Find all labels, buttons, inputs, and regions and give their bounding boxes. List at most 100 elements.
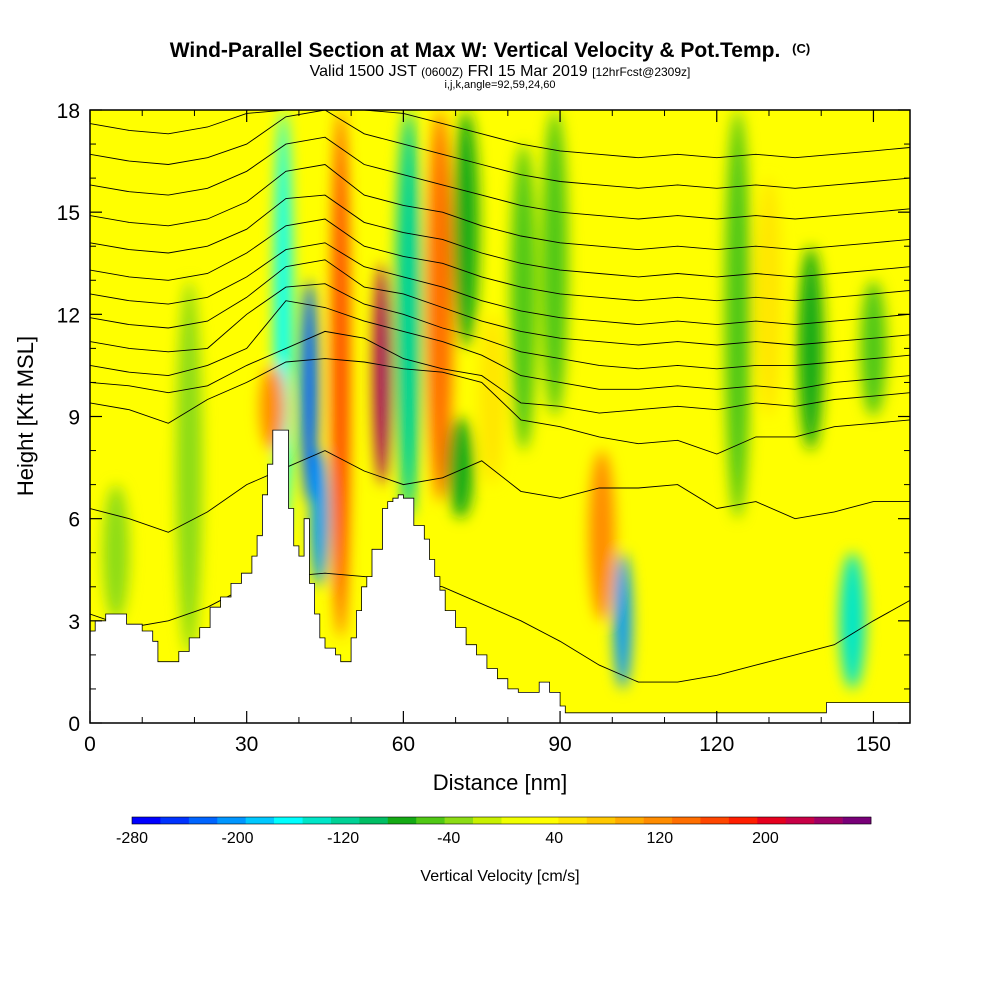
velocity-feature xyxy=(541,110,568,417)
colorbar-swatch xyxy=(160,817,190,824)
chart-title-mark: (C) xyxy=(792,41,810,56)
x-tick-label: 30 xyxy=(235,733,258,756)
colorbar-swatch xyxy=(672,817,701,824)
colorbar-swatch xyxy=(359,817,389,824)
y-tick-label: 0 xyxy=(68,713,80,736)
theta-contour-line xyxy=(90,110,910,189)
velocity-feature xyxy=(453,110,480,349)
x-tick-label: 90 xyxy=(548,733,571,756)
colorbar-tick-label: -200 xyxy=(222,830,254,847)
chart-subtitle: Valid 1500 JST (0600Z) FRI 15 Mar 2019 [… xyxy=(310,63,691,80)
colorbar-frame xyxy=(131,816,872,825)
colorbar-swatch xyxy=(643,817,673,824)
x-axis: 0 30 60 90 120 150 xyxy=(84,110,891,756)
velocity-feature xyxy=(479,314,506,485)
colorbar-swatch xyxy=(416,817,445,824)
velocity-feature xyxy=(860,280,887,417)
velocity-feature xyxy=(176,280,203,655)
y-tick-label: 15 xyxy=(57,202,80,225)
velocity-feature xyxy=(426,110,453,502)
x-tick-label: 120 xyxy=(699,733,734,756)
terrain-outline xyxy=(90,429,910,714)
colorbar-tick-label: 120 xyxy=(647,830,674,847)
theta-contour-line xyxy=(90,194,910,278)
colorbar-swatch xyxy=(245,817,275,824)
colorbar-tick-label: -280 xyxy=(116,830,148,847)
y-tick-label: 6 xyxy=(68,509,80,532)
velocity-feature xyxy=(331,110,350,638)
y-tick-label: 12 xyxy=(57,304,80,327)
plot-area xyxy=(90,110,910,723)
theta-contour-line xyxy=(90,300,910,390)
x-tick-label: 60 xyxy=(392,733,415,756)
terrain-mask xyxy=(90,430,910,723)
subtitle-date: FRI 15 Mar 2019 xyxy=(468,63,588,80)
colorbar-tick-labels: -280 -200 -120 -40 40 120 200 xyxy=(116,830,779,847)
theta-contour-line xyxy=(90,136,910,220)
colorbar-swatch xyxy=(558,817,588,824)
colorbar-swatch xyxy=(586,817,616,824)
x-tick-label: 0 xyxy=(84,733,96,756)
velocity-feature xyxy=(797,246,824,451)
colorbar-swatch xyxy=(501,817,531,824)
colorbar-swatch xyxy=(700,817,730,824)
colorbar-swatch xyxy=(132,817,161,824)
colorbar-swatch xyxy=(473,817,502,824)
y-tick-label: 3 xyxy=(68,611,80,634)
subtitle-forecast: [12hrFcst@2309z] xyxy=(592,65,690,79)
colorbar-swatch xyxy=(615,817,644,824)
colorbar-tick-label: -120 xyxy=(327,830,359,847)
colorbar-swatch xyxy=(302,817,332,824)
theta-contour-line xyxy=(90,242,910,326)
velocity-feature xyxy=(373,263,392,485)
velocity-feature xyxy=(755,178,782,417)
y-tick-label: 18 xyxy=(57,100,80,123)
theta-contour-line xyxy=(90,218,910,302)
colorbar-swatch xyxy=(217,817,246,824)
velocity-feature xyxy=(839,552,866,689)
colorbar-label: Vertical Velocity [cm/s] xyxy=(420,868,579,885)
theta-contour-line xyxy=(90,259,910,346)
theta-contour-line xyxy=(90,110,910,159)
colorbar-swatch xyxy=(757,817,787,824)
subtitle-utc: (0600Z) xyxy=(421,65,463,79)
velocity-feature xyxy=(129,110,156,451)
colorbar-swatch xyxy=(814,817,843,824)
velocity-feature xyxy=(259,365,286,451)
colorbar xyxy=(131,816,872,825)
velocity-feature xyxy=(103,484,130,621)
colorbar-swatch xyxy=(330,817,360,824)
theta-contour-line xyxy=(90,450,910,533)
colorbar-swatch xyxy=(728,817,758,824)
theta-contour-line xyxy=(90,330,910,414)
velocity-feature xyxy=(667,178,694,485)
colorbar-swatch xyxy=(274,817,303,824)
colorbar-swatch xyxy=(188,817,218,824)
colorbar-swatch xyxy=(387,817,417,824)
y-axis: 0 3 6 9 12 15 18 xyxy=(57,100,910,736)
x-axis-label: Distance [nm] xyxy=(433,770,568,795)
chart-title: Wind-Parallel Section at Max W: Vertical… xyxy=(170,39,810,62)
colorbar-tick-label: -40 xyxy=(437,830,460,847)
chart-title-text: Wind-Parallel Section at Max W: Vertical… xyxy=(170,39,781,62)
index-line: i,j,k,angle=92,59,24,60 xyxy=(444,79,555,91)
velocity-feature xyxy=(724,110,751,519)
colorbar-swatch xyxy=(785,817,815,824)
y-tick-label: 9 xyxy=(68,407,80,430)
velocity-feature xyxy=(300,280,319,502)
velocity-feature xyxy=(613,552,632,689)
theta-contours xyxy=(90,110,910,683)
theta-contour-line xyxy=(90,283,910,370)
velocity-feature xyxy=(588,450,615,621)
colorbar-swatch xyxy=(842,817,872,824)
theta-contour-line xyxy=(90,164,910,251)
velocity-feature xyxy=(510,144,537,451)
colorbar-swatch xyxy=(444,817,474,824)
colorbar-tick-label: 40 xyxy=(545,830,563,847)
colorbar-swatch xyxy=(529,817,559,824)
velocity-feature xyxy=(310,450,329,587)
y-axis-label: Height [Kft MSL] xyxy=(13,336,38,496)
velocity-feature xyxy=(395,110,422,519)
velocity-feature xyxy=(447,416,474,519)
